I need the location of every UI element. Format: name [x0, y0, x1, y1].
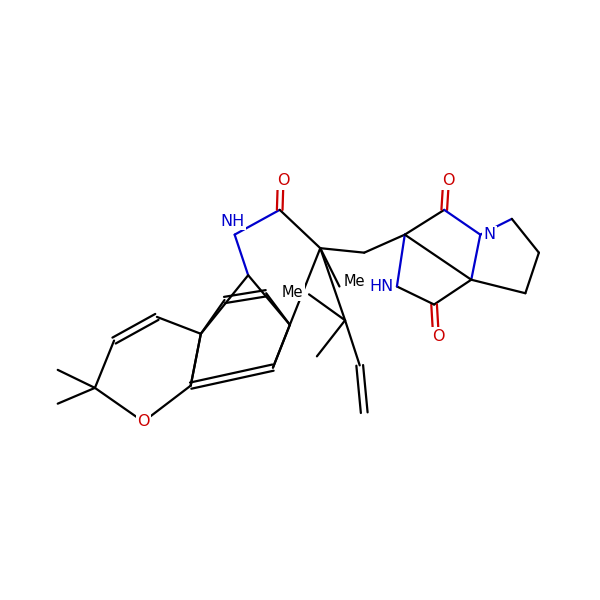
Text: N: N	[483, 227, 496, 242]
Text: O: O	[433, 329, 445, 344]
Text: O: O	[277, 173, 289, 188]
Text: NH: NH	[220, 214, 245, 229]
Text: O: O	[442, 173, 455, 188]
Text: HN: HN	[369, 279, 393, 294]
Text: Me: Me	[344, 274, 365, 289]
Text: Me: Me	[282, 284, 304, 299]
Text: O: O	[137, 414, 149, 429]
